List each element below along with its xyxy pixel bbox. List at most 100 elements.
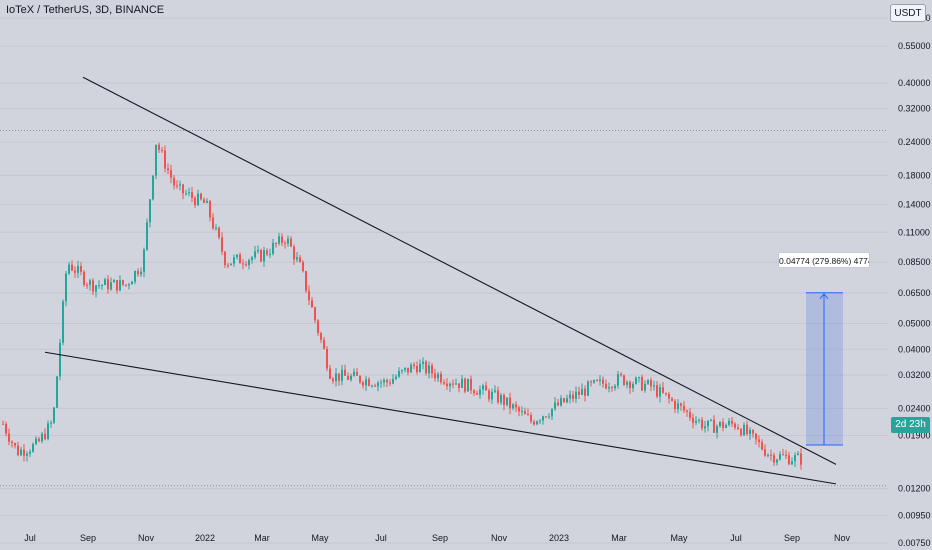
candle-body (563, 398, 565, 403)
candle-body (443, 382, 445, 384)
x-tick-label: Jul (24, 533, 36, 543)
candle-body (38, 438, 40, 442)
chart-title: IoTeX / TetherUS, 3D, BINANCE (6, 4, 165, 16)
candle-body (428, 365, 430, 374)
candle-body (227, 265, 229, 267)
candle-body (80, 266, 82, 272)
candle-body (32, 443, 34, 452)
candle-body (332, 378, 334, 382)
candle-body (221, 237, 223, 252)
candle-body (155, 144, 157, 176)
candle-body (335, 373, 337, 382)
candle-body (611, 387, 613, 389)
candle-body (602, 379, 604, 384)
candle-body (353, 371, 355, 376)
candle-body (173, 177, 175, 186)
candle-body (257, 250, 259, 252)
candle-body (524, 411, 526, 415)
candle-body (287, 238, 289, 244)
candle-body (557, 402, 559, 406)
candle-body (587, 381, 589, 396)
y-tick-label: 0.32000 (898, 104, 931, 114)
candle-body (482, 385, 484, 390)
candle-body (182, 184, 184, 194)
candle-body (605, 383, 607, 389)
candle-body (128, 284, 130, 286)
x-tick-label: Sep (784, 533, 800, 543)
candle-body (467, 378, 469, 392)
y-tick-label: 0.01200 (898, 484, 931, 494)
candle-body (185, 193, 187, 195)
candle-body (281, 236, 283, 243)
candle-body (89, 280, 91, 285)
y-tick-label: 0.02400 (898, 403, 931, 413)
candle-body (26, 453, 28, 456)
candle-body (140, 271, 142, 275)
candle-body (404, 367, 406, 370)
candle-body (794, 455, 796, 462)
candle-body (704, 426, 706, 429)
y-tick-label: 0.01900 (898, 430, 931, 440)
candle-body (98, 285, 100, 287)
candle-body (572, 394, 574, 399)
candle-body (650, 380, 652, 387)
candle-body (773, 455, 775, 463)
candle-body (737, 427, 739, 430)
y-tick-label: 0.14000 (898, 199, 931, 209)
candle-body (23, 449, 25, 456)
candle-body (449, 383, 451, 387)
candle-body (275, 242, 277, 244)
candle-body (167, 168, 169, 171)
y-tick-label: 0.11000 (898, 227, 930, 237)
candle-body (50, 422, 52, 424)
y-tick-label: 0.06500 (898, 288, 931, 298)
candle-body (740, 429, 742, 436)
candle-body (527, 414, 529, 416)
candle-body (152, 175, 154, 200)
candle-body (11, 441, 13, 444)
currency-button[interactable]: USDT (890, 4, 926, 22)
y-tick-label: 0.00950 (898, 511, 931, 521)
candle-body (389, 382, 391, 384)
candle-body (593, 380, 595, 383)
candle-body (374, 385, 376, 387)
candle-body (596, 380, 598, 382)
candle-body (68, 264, 70, 274)
candle-body (692, 417, 694, 423)
lower-trendline (44, 351, 837, 485)
y-tick-label: 0.08500 (898, 257, 931, 267)
candle-body (143, 249, 145, 272)
candle-body (695, 420, 697, 423)
candle-body (476, 393, 478, 395)
y-tick-label: 0.55000 (898, 41, 931, 51)
x-tick-label: 2022 (195, 533, 215, 543)
candle-body (368, 379, 370, 386)
candle-body (488, 390, 490, 400)
candle-body (473, 390, 475, 394)
candle-body (422, 361, 424, 364)
candle-body (722, 421, 724, 429)
candle-body (545, 416, 547, 418)
candle-body (584, 388, 586, 396)
candle-body (248, 259, 250, 266)
candle-body (44, 433, 46, 440)
candle-body (65, 273, 67, 302)
candle-body (203, 199, 205, 203)
candle-body (581, 388, 583, 395)
candle-body (668, 393, 670, 399)
measure-label: 0.04774 (279.86%) 4774 (778, 252, 870, 268)
candle-body (197, 193, 199, 206)
candle-body (590, 381, 592, 383)
candle-body (764, 449, 766, 456)
candle-body (755, 433, 757, 440)
candle-body (470, 378, 472, 391)
candle-body (491, 391, 493, 400)
candle-body (302, 262, 304, 272)
candle-body (284, 242, 286, 244)
candle-body (212, 217, 214, 229)
x-tick-label: 2023 (549, 533, 569, 543)
candle-body (230, 263, 232, 266)
candle-body (662, 387, 664, 393)
